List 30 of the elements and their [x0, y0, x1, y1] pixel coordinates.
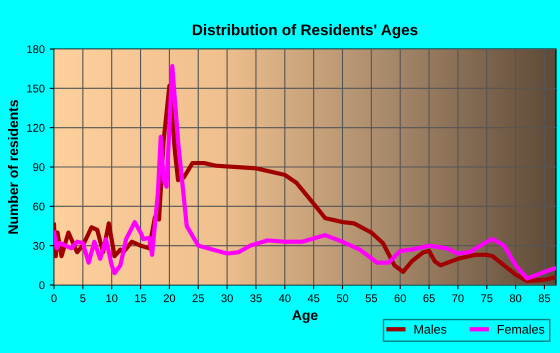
x-tick-label: 25 [192, 294, 204, 302]
x-tick-label: 0 [51, 294, 57, 302]
x-tick-label: 70 [452, 294, 464, 302]
x-tick-label: 75 [481, 294, 492, 302]
x-tick-label: 50 [336, 294, 348, 302]
x-tick-label: 10 [106, 294, 118, 302]
x-axis-title: Age [292, 310, 318, 323]
x-tick-label: 85 [538, 294, 550, 302]
x-tick-label: 30 [221, 294, 233, 302]
y-tick-label: 180 [27, 45, 45, 54]
x-tick-label: 40 [278, 294, 291, 302]
x-tick-label: 5 [80, 294, 86, 302]
y-tick-label: 90 [33, 163, 45, 172]
x-tick-label: 20 [164, 294, 176, 302]
legend-label: Females [498, 324, 544, 334]
y-tick-label: 150 [27, 84, 45, 92]
x-tick-label: 35 [250, 294, 262, 302]
x-tick-label: 45 [308, 294, 320, 302]
x-tick-label: 55 [366, 294, 378, 302]
y-tick-label: 30 [33, 242, 45, 250]
y-tick-label: 60 [33, 202, 45, 210]
x-tick-label: 60 [394, 294, 406, 302]
x-tick-label: 15 [135, 294, 146, 302]
chart-title: Distribution of Residents' Ages [192, 24, 418, 38]
x-tick-label: 80 [510, 294, 522, 302]
y-axis-title: Number of residents [8, 100, 18, 234]
x-tick-label: 65 [423, 294, 435, 302]
legend-label: Males [414, 324, 446, 334]
y-tick-label: 0 [39, 281, 45, 290]
y-tick-label: 120 [27, 124, 45, 132]
